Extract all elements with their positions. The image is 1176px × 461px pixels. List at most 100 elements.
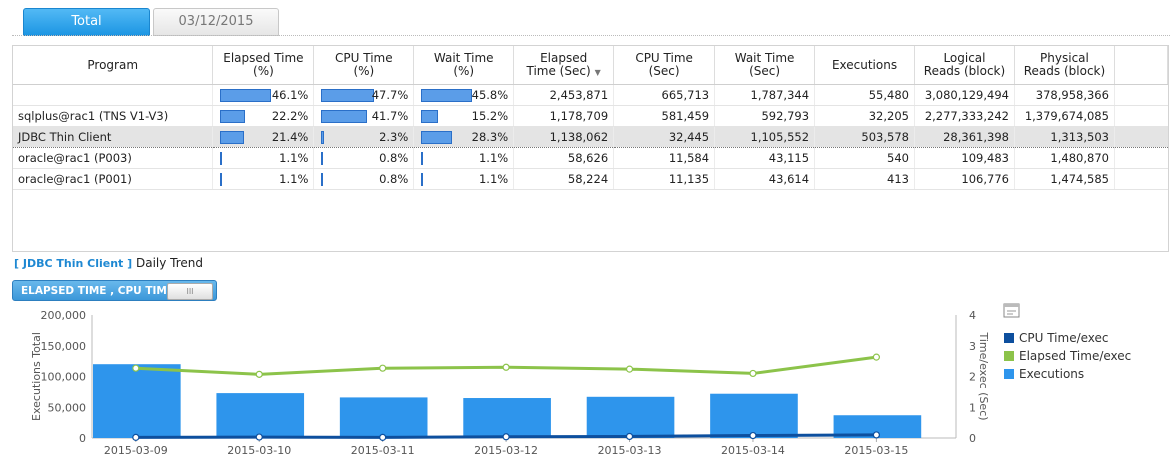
executions-cell: 540	[814, 147, 915, 169]
toggle-knob[interactable]: III	[167, 283, 213, 300]
cpu-time-exec-point	[132, 433, 140, 441]
header-label: (%)	[253, 64, 274, 78]
legend-label: Executions	[1019, 367, 1084, 381]
table-row[interactable]: oracle@rac1 (P003) 1.1% 0.8% 1.1% 58,626 11,5…	[13, 147, 1168, 169]
table-header-row: Program Elapsed Time (%) CPU Time (%) Wait Ti…	[13, 46, 1169, 85]
percent-bar	[321, 110, 368, 123]
y-axis-title: Executions Total	[30, 332, 43, 421]
tab-total[interactable]: Total	[23, 8, 150, 36]
header-label: (Sec)	[749, 64, 781, 78]
percent-cell: 1.1%	[212, 168, 315, 190]
x-tick-label: 2015-03-14	[721, 444, 785, 457]
header-label: Elapsed	[540, 50, 588, 65]
cpu-time-exec-point	[625, 432, 634, 441]
percent-bar	[321, 173, 324, 186]
executions-bar	[216, 393, 305, 438]
wait-sec-cell: 43,115	[714, 147, 816, 169]
table-row[interactable]: oracle@rac1 (P001) 1.1% 0.8% 1.1% 58,224 11,1…	[13, 168, 1168, 190]
percent-value: 2.3%	[379, 130, 409, 144]
program-cell: sqlplus@rac1 (TNS V1-V3)	[13, 105, 214, 127]
legend-label: Elapsed Time/exec	[1019, 349, 1131, 363]
executions-bar	[463, 398, 551, 438]
col-elapsed-sec-header[interactable]: Elapsed Time (Sec) ▼	[513, 46, 615, 85]
header-label: CPU Time	[335, 51, 393, 65]
percent-cell: 1.1%	[212, 147, 315, 169]
col-wait-sec-header[interactable]: Wait Time (Sec)	[714, 46, 816, 85]
wait-sec-cell: 1,105,552	[714, 126, 816, 148]
col-logical-reads-header[interactable]: Logical Reads (block)	[914, 46, 1015, 85]
daily-trend-chart: 0 50,000 100,000 150,000 200,000 0 1 2 3 4 Executi…	[30, 303, 1131, 457]
x-tick-label: 2015-03-15	[844, 444, 908, 457]
y-tick-label: 100,000	[41, 371, 87, 384]
header-label: Elapsed Time	[223, 51, 304, 65]
metric-toggle[interactable]: ELAPSED TIME , CPU TIME III	[12, 280, 217, 301]
y2-tick-label: 0	[969, 432, 976, 445]
percent-bar	[220, 173, 223, 186]
cpu-time-exec-point	[872, 431, 880, 439]
sort-desc-icon[interactable]: ▼	[594, 67, 601, 77]
tab-date[interactable]: 03/12/2015	[153, 8, 279, 36]
col-physical-reads-header[interactable]: Physical Reads (block)	[1014, 46, 1115, 85]
header-label: Reads (block)	[1023, 64, 1106, 78]
cpu-time-exec-point	[255, 433, 263, 441]
header-label: (%)	[353, 64, 375, 78]
percent-bar	[321, 131, 324, 144]
elapsed-sec-cell: 58,224	[513, 168, 615, 190]
percent-cell: 41.7%	[313, 105, 415, 127]
x-tick-label: 2015-03-10	[227, 444, 291, 457]
trend-program-link[interactable]: [ JDBC Thin Client ]	[14, 257, 133, 270]
percent-bar	[220, 152, 223, 165]
program-cell: oracle@rac1 (P001)	[13, 168, 214, 190]
executions-cell: 413	[814, 168, 915, 190]
elapsed-sec-cell: 2,453,871	[513, 84, 615, 106]
header-label: Wait Time	[734, 51, 795, 65]
percent-value: 28.3%	[471, 130, 509, 144]
col-elapsed-pct-header[interactable]: Elapsed Time (%)	[212, 46, 315, 85]
percent-cell: 15.2%	[413, 105, 515, 127]
program-table-grid: Program Elapsed Time (%) CPU Time (%) Wait Ti…	[13, 46, 1169, 190]
cpu-sec-cell: 11,135	[613, 168, 716, 190]
executions-bar	[586, 396, 675, 438]
chart-export-icon[interactable]	[1003, 303, 1020, 318]
percent-cell: 2.3%	[313, 126, 415, 148]
cpu-time-exec-point	[749, 431, 757, 440]
elapsed-time-exec-point	[625, 365, 634, 373]
percent-bar	[220, 89, 272, 102]
elapsed-sec-cell: 1,138,062	[513, 126, 615, 148]
cpu-time-exec-point	[379, 433, 387, 441]
col-wait-pct-header[interactable]: Wait Time (%)	[413, 46, 515, 85]
physical-reads-cell: 378,958,366	[1014, 84, 1115, 106]
executions-cell: 55,480	[814, 84, 915, 106]
header-label: Executions	[831, 57, 898, 72]
executions-bar	[93, 364, 181, 438]
percent-value: 1.1%	[478, 172, 509, 186]
col-executions-header[interactable]: Executions	[814, 46, 915, 85]
elapsed-time-exec-point	[132, 364, 140, 372]
y2-tick-label: 2	[969, 371, 976, 384]
percent-bar	[321, 152, 324, 165]
y-tick-label: 200,000	[41, 309, 87, 322]
logical-reads-cell: 106,776	[914, 168, 1015, 190]
cpu-sec-cell: 581,459	[613, 105, 716, 127]
physical-reads-cell: 1,313,503	[1014, 126, 1115, 148]
table-body: 46.1% 47.7% 45.8% 2,453,871 665,713 1,787,344…	[13, 84, 1168, 190]
table-row[interactable]: 46.1% 47.7% 45.8% 2,453,871 665,713 1,787,344…	[13, 84, 1168, 106]
col-program-header[interactable]: Program	[13, 46, 214, 85]
legend-label: CPU Time/exec	[1019, 331, 1109, 345]
row-filler	[1114, 105, 1168, 127]
percent-value: 21.4%	[271, 130, 309, 144]
cpu-sec-cell: 32,445	[613, 126, 716, 148]
col-cpu-sec-header[interactable]: CPU Time (Sec)	[613, 46, 716, 85]
wait-sec-cell: 592,793	[714, 105, 816, 127]
x-tick-label: 2015-03-13	[598, 444, 662, 457]
table-row[interactable]: JDBC Thin Client 21.4% 2.3% 28.3% 1,138,062 3…	[13, 126, 1168, 148]
logical-reads-cell: 3,080,129,494	[914, 84, 1015, 106]
trend-title-text: Daily Trend	[135, 256, 204, 270]
y-tick-label: 150,000	[41, 340, 87, 353]
physical-reads-cell: 1,379,674,085	[1014, 105, 1115, 127]
col-cpu-pct-header[interactable]: CPU Time (%)	[313, 46, 415, 85]
percent-bar	[421, 131, 453, 144]
x-tick-label: 2015-03-09	[104, 444, 168, 457]
percent-value: 0.8%	[379, 151, 409, 165]
table-row[interactable]: sqlplus@rac1 (TNS V1-V3) 22.2% 41.7% 15.2% 1…	[13, 105, 1168, 127]
